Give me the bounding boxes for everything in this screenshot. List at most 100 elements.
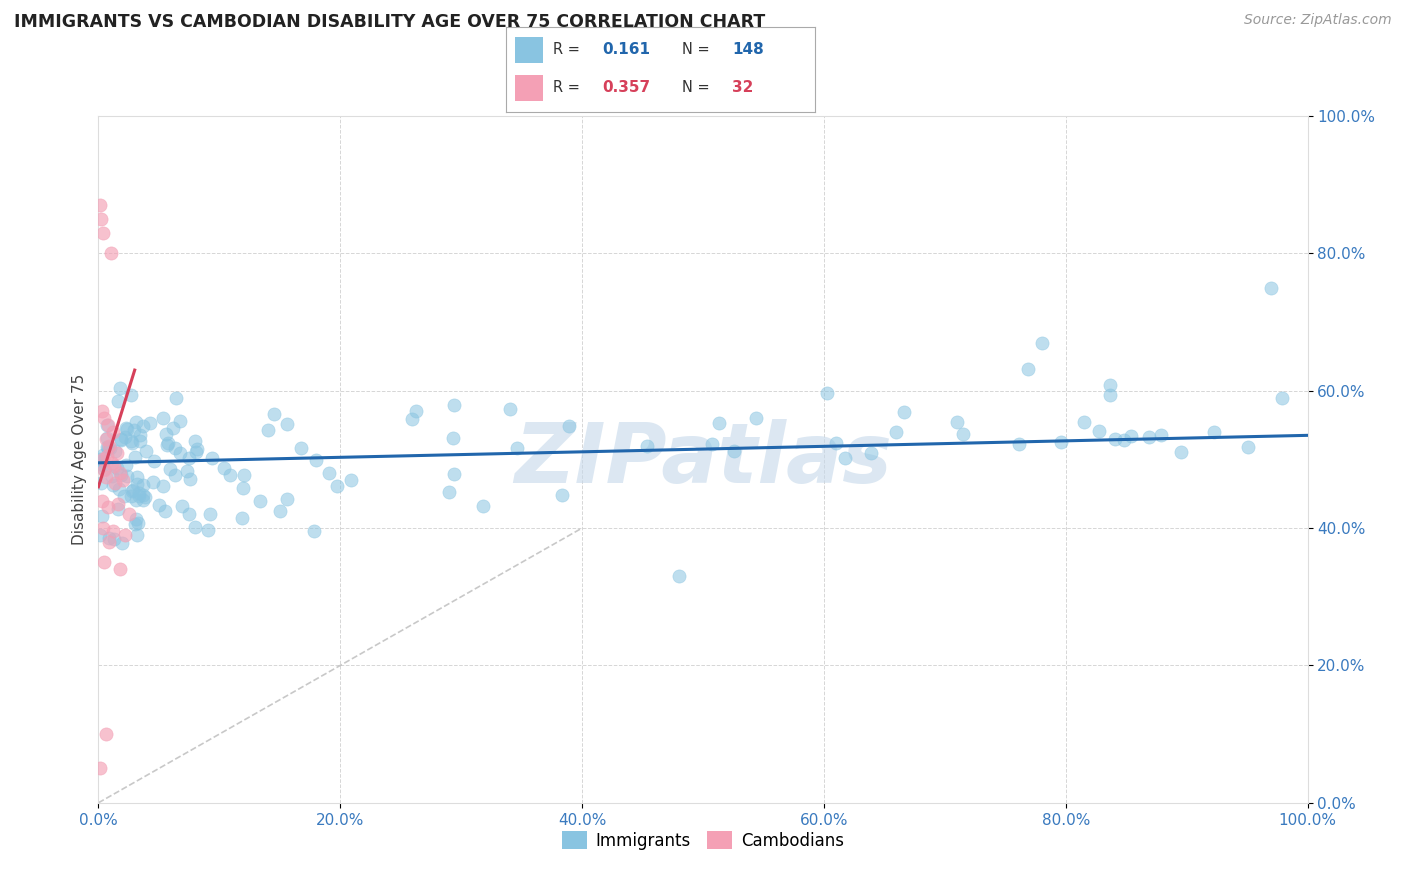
Point xyxy=(100,246,122,260)
Point xyxy=(91,404,114,418)
Point xyxy=(723,444,745,458)
Text: 0.161: 0.161 xyxy=(602,42,650,57)
Point xyxy=(1170,444,1192,458)
Point xyxy=(815,386,838,401)
Point xyxy=(107,497,129,511)
Point xyxy=(318,466,340,480)
Point xyxy=(90,475,112,490)
Point xyxy=(184,434,207,448)
Point xyxy=(1008,436,1031,450)
Point xyxy=(946,415,969,429)
Y-axis label: Disability Age Over 75: Disability Age Over 75 xyxy=(72,374,87,545)
Point xyxy=(668,569,690,583)
Point xyxy=(893,404,915,418)
Point xyxy=(117,422,139,436)
Point xyxy=(135,443,157,458)
Point xyxy=(91,521,114,535)
Point xyxy=(111,536,134,550)
Point xyxy=(118,508,141,522)
Point xyxy=(443,467,465,481)
Point xyxy=(98,534,121,549)
Text: 32: 32 xyxy=(733,80,754,95)
Point xyxy=(186,442,208,457)
Point xyxy=(89,528,111,542)
Point xyxy=(101,425,124,439)
Point xyxy=(120,388,142,402)
Point xyxy=(115,421,138,435)
Point xyxy=(179,507,201,521)
Text: 148: 148 xyxy=(733,42,763,57)
Point xyxy=(1088,425,1111,439)
Point xyxy=(132,419,155,434)
Point xyxy=(1112,433,1135,447)
Point xyxy=(91,454,114,468)
Point xyxy=(1073,415,1095,429)
Point xyxy=(127,516,149,530)
Point xyxy=(152,411,174,425)
Point xyxy=(132,477,155,491)
Point xyxy=(120,489,142,503)
Point xyxy=(269,503,291,517)
Point xyxy=(96,440,118,454)
Point xyxy=(305,452,328,467)
Point xyxy=(101,469,124,483)
Point xyxy=(97,417,120,433)
Point xyxy=(125,528,148,542)
Point xyxy=(96,418,118,433)
Point xyxy=(179,472,201,486)
Point xyxy=(952,427,974,442)
Point xyxy=(156,435,179,450)
Point xyxy=(115,469,138,483)
Point xyxy=(108,380,131,394)
Point xyxy=(745,411,768,425)
Point xyxy=(443,399,465,413)
Point xyxy=(97,500,120,515)
Point xyxy=(108,562,131,576)
FancyBboxPatch shape xyxy=(516,37,543,63)
Point xyxy=(93,463,115,477)
Point xyxy=(184,444,207,458)
Point xyxy=(231,511,253,525)
Point xyxy=(550,488,572,502)
Point xyxy=(94,727,117,741)
Point xyxy=(1104,432,1126,446)
Point xyxy=(125,512,148,526)
Text: IMMIGRANTS VS CAMBODIAN DISABILITY AGE OVER 75 CORRELATION CHART: IMMIGRANTS VS CAMBODIAN DISABILITY AGE O… xyxy=(14,13,765,31)
Point xyxy=(121,484,143,499)
Point xyxy=(89,762,111,776)
Point xyxy=(114,528,136,542)
Point xyxy=(125,477,148,491)
Point xyxy=(103,533,125,547)
Point xyxy=(177,450,200,465)
Point xyxy=(129,434,152,448)
Point xyxy=(124,450,146,464)
Point xyxy=(148,498,170,512)
Point xyxy=(91,458,114,473)
Point xyxy=(155,504,177,518)
Point xyxy=(256,423,278,437)
Point xyxy=(159,462,181,476)
Point xyxy=(142,454,165,468)
Point xyxy=(290,441,312,455)
Point xyxy=(90,509,112,524)
Point xyxy=(125,415,148,429)
Point xyxy=(709,416,731,430)
Point xyxy=(122,483,145,497)
Point xyxy=(111,473,134,487)
Point xyxy=(1149,428,1171,442)
Point xyxy=(89,198,111,212)
Point xyxy=(110,468,132,483)
Point xyxy=(825,436,848,450)
Point xyxy=(1137,430,1160,444)
Point xyxy=(214,461,236,475)
Point xyxy=(91,452,114,467)
Point xyxy=(441,431,464,445)
Point xyxy=(115,458,138,472)
Point xyxy=(120,434,142,449)
Point xyxy=(1017,361,1039,376)
Point xyxy=(263,407,285,421)
Point xyxy=(1121,429,1143,443)
FancyBboxPatch shape xyxy=(516,75,543,102)
Point xyxy=(89,452,111,467)
Point xyxy=(91,449,114,463)
